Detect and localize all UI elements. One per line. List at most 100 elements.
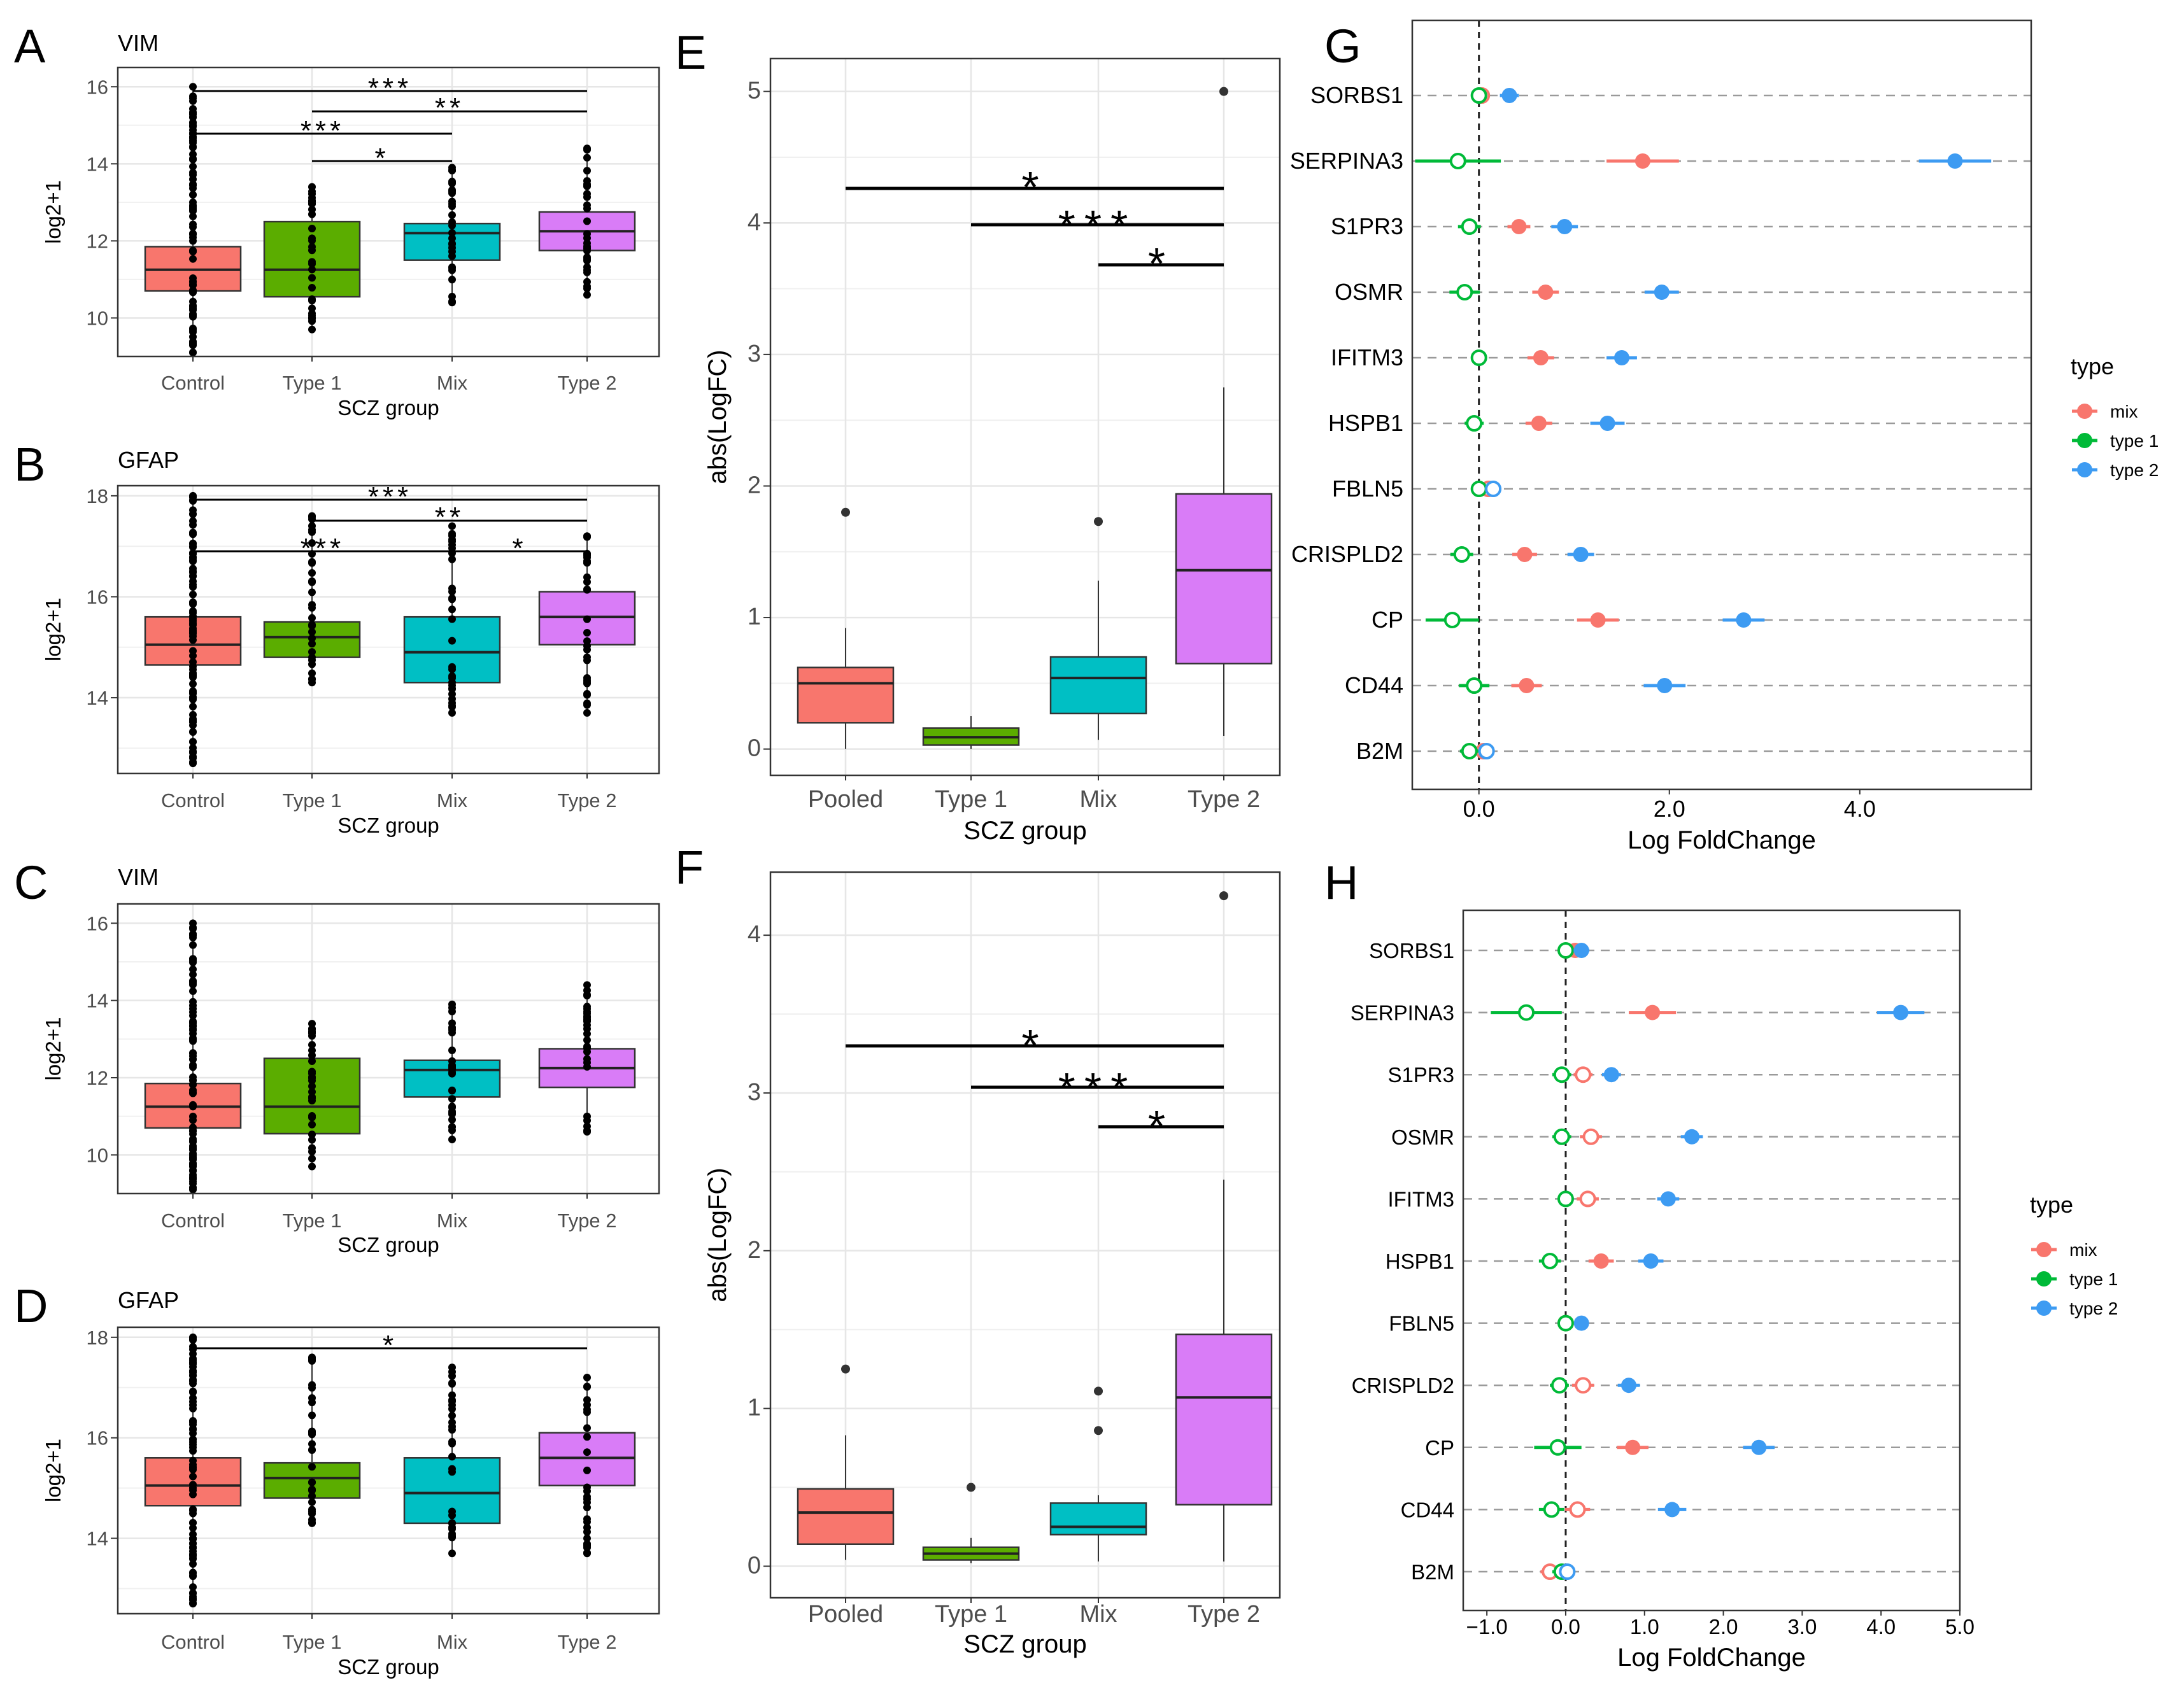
x-tick-label: Type 2 — [557, 789, 616, 812]
box-type-1 — [263, 1020, 361, 1171]
box-mix — [403, 522, 501, 717]
panel-letter: G — [1324, 20, 1361, 73]
panel-border — [117, 66, 660, 358]
point-estimate — [1573, 1315, 1589, 1331]
data-point — [189, 598, 197, 607]
panel-border — [117, 903, 660, 1195]
x-tick-label: 0.0 — [1463, 796, 1495, 822]
point-estimate — [1590, 612, 1606, 628]
data-point — [189, 615, 197, 623]
data-point — [189, 758, 197, 766]
data-point — [308, 1131, 316, 1139]
data-point — [583, 291, 591, 299]
panel-letter: D — [14, 1280, 48, 1332]
data-point — [308, 325, 316, 334]
data-point — [189, 281, 197, 289]
x-tick-label: Type 2 — [1188, 786, 1260, 813]
point-estimate — [1593, 1253, 1609, 1269]
x-tick-label: Type 2 — [557, 1631, 616, 1653]
point-estimate — [1543, 1501, 1560, 1518]
data-point — [308, 309, 316, 318]
x-tick-label: Mix — [437, 372, 468, 394]
data-point — [308, 656, 316, 664]
point-estimate — [1470, 481, 1487, 497]
significance-stars: *** — [301, 115, 344, 146]
box-type-2 — [1175, 87, 1273, 737]
data-point — [448, 1465, 456, 1473]
box-mix — [1049, 1386, 1147, 1561]
data-point — [308, 1144, 316, 1152]
data-point — [583, 146, 591, 154]
panel-g: SORBS1 SERPINA3 S1PR3 OSMR IFITM3 HSPB1 FBLN5 C… — [1290, 19, 2159, 854]
data-point — [583, 1528, 591, 1536]
data-point — [189, 1167, 197, 1175]
point-estimate — [1501, 88, 1517, 103]
significance-stars: * — [1021, 1020, 1047, 1070]
data-point — [308, 640, 316, 648]
data-point — [583, 1003, 591, 1011]
data-point — [583, 701, 591, 709]
y-tick-label: 14 — [87, 687, 108, 709]
significance-bracket: * — [1098, 1101, 1224, 1151]
data-point — [189, 728, 197, 736]
data-point — [189, 590, 197, 598]
point-estimate — [1461, 218, 1478, 235]
data-point — [189, 1530, 197, 1539]
data-point — [308, 539, 316, 547]
data-point — [308, 1096, 316, 1104]
data-point — [308, 283, 316, 292]
significance-stars: * — [1021, 162, 1047, 212]
data-point — [308, 614, 316, 622]
gene-label: CD44 — [1401, 1498, 1454, 1521]
data-point — [189, 695, 197, 703]
data-point — [583, 1044, 591, 1052]
gene-label: S1PR3 — [1387, 1063, 1454, 1087]
gene-label: HSPB1 — [1386, 1250, 1454, 1273]
data-point — [448, 1057, 456, 1065]
significance-stars: *** — [368, 481, 412, 512]
data-point — [448, 178, 456, 187]
box-mix — [403, 1364, 501, 1558]
data-point — [583, 268, 591, 276]
x-tick-label: Mix — [437, 1209, 468, 1232]
gene-label: CP — [1425, 1436, 1454, 1460]
data-point — [308, 621, 316, 629]
gene-label: FBLN5 — [1332, 476, 1403, 502]
data-point — [189, 1001, 197, 1010]
panel-gene-title: GFAP — [118, 447, 179, 473]
data-point — [189, 1420, 197, 1428]
series-type-2 — [1559, 943, 1925, 1580]
point-estimate — [1466, 415, 1483, 432]
data-point — [308, 1399, 316, 1407]
gene-label: IFITM3 — [1331, 344, 1403, 370]
panel-letter: B — [14, 438, 45, 491]
data-point — [189, 297, 197, 306]
panel-f: 0 1 2 3 4 Pooled Type 1 Mix Type 2 SCZ group abs(L… — [675, 841, 1281, 1658]
legend-title: type — [2030, 1192, 2073, 1218]
gene-label: CRISPLD2 — [1352, 1374, 1454, 1397]
data-point — [448, 1123, 456, 1131]
data-point — [448, 537, 456, 546]
data-point — [583, 1483, 591, 1491]
data-point — [448, 1372, 456, 1380]
point-estimate — [1736, 612, 1752, 628]
y-axis-title: abs(LogFC) — [704, 1167, 732, 1302]
data-point — [583, 1534, 591, 1542]
significance-bracket: *** — [193, 481, 587, 512]
x-tick-label: 1.0 — [1630, 1615, 1659, 1639]
data-point — [308, 1111, 316, 1120]
data-point — [308, 1047, 316, 1055]
point-estimate — [1603, 1067, 1619, 1083]
data-point — [189, 139, 197, 147]
x-tick-label: 2.0 — [1709, 1615, 1738, 1639]
data-point — [189, 1583, 197, 1591]
data-point — [448, 1453, 456, 1461]
data-point — [308, 1032, 316, 1040]
point-estimate — [1573, 547, 1589, 562]
outlier-point — [1094, 517, 1103, 526]
data-point — [189, 1443, 197, 1451]
data-point — [308, 1355, 316, 1363]
data-point — [189, 1008, 197, 1016]
data-point — [308, 206, 316, 214]
data-point — [189, 987, 197, 996]
